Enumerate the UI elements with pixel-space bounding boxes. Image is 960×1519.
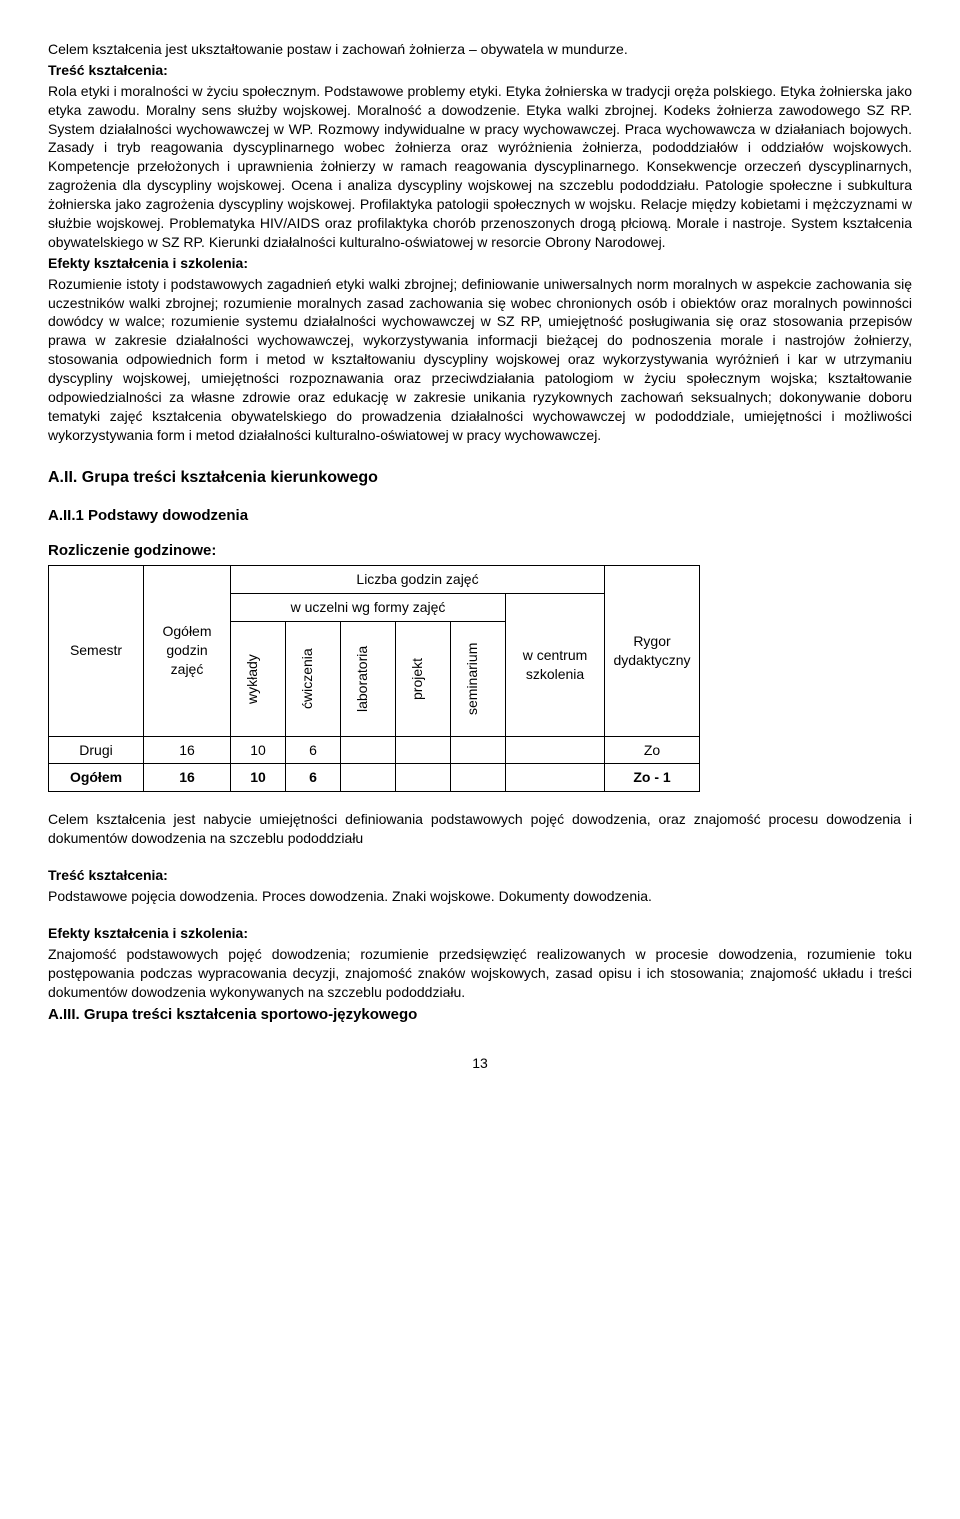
rozliczenie-label: Rozliczenie godzinowe:: [48, 541, 912, 561]
th-seminarium: seminarium: [459, 626, 486, 732]
heading-aii1: A.II.1 Podstawy dowodzenia: [48, 506, 912, 526]
cell: [506, 764, 605, 792]
cell: [341, 764, 396, 792]
intro-paragraph: Celem kształcenia jest ukształtowanie po…: [48, 40, 912, 59]
cell: 10: [231, 736, 286, 764]
th-projekt: projekt: [404, 626, 431, 732]
cell: 6: [286, 736, 341, 764]
cell: [396, 764, 451, 792]
th-rygor: Rygor dydaktyczny: [605, 565, 700, 736]
table-row: Ogółem 16 10 6 Zo - 1: [49, 764, 700, 792]
tresc-label: Treść kształcenia:: [48, 61, 912, 80]
efekty-body-2: Znajomość podstawowych pojęć dowodzenia;…: [48, 945, 912, 1002]
cell: Zo: [605, 736, 700, 764]
hours-table: Semestr Ogółem godzin zajęć Liczba godzi…: [48, 565, 700, 793]
th-wyklady: wykłady: [239, 626, 266, 732]
th-semestr: Semestr: [49, 565, 144, 736]
efekty-label-1: Efekty kształcenia i szkolenia:: [48, 254, 912, 273]
th-liczba: Liczba godzin zajęć: [231, 565, 605, 593]
cell: [506, 736, 605, 764]
efekty-body-1: Rozumienie istoty i podstawowych zagadni…: [48, 275, 912, 445]
cell: 10: [231, 764, 286, 792]
th-uczelni: w uczelni wg formy zajęć: [231, 593, 506, 621]
tresc-body: Rola etyki i moralności w życiu społeczn…: [48, 82, 912, 252]
cell: [341, 736, 396, 764]
tresc-label-2: Treść kształcenia:: [48, 866, 912, 885]
cel-paragraph: Celem kształcenia jest nabycie umiejętno…: [48, 810, 912, 848]
table-row: Semestr Ogółem godzin zajęć Liczba godzi…: [49, 565, 700, 593]
th-centrum: w centrum szkolenia: [506, 593, 605, 736]
tresc-body-2: Podstawowe pojęcia dowodzenia. Proces do…: [48, 887, 912, 906]
cell: Zo - 1: [605, 764, 700, 792]
cell: 16: [144, 764, 231, 792]
cell: [451, 764, 506, 792]
cell: Ogółem: [49, 764, 144, 792]
th-laboratoria: laboratoria: [349, 626, 376, 732]
heading-aii: A.II. Grupa treści kształcenia kierunkow…: [48, 467, 912, 489]
cell: [396, 736, 451, 764]
page-number: 13: [48, 1054, 912, 1073]
th-ogolem: Ogółem godzin zajęć: [144, 565, 231, 736]
th-cwiczenia: ćwiczenia: [294, 626, 321, 732]
cell: [451, 736, 506, 764]
table-row: Drugi 16 10 6 Zo: [49, 736, 700, 764]
cell: 6: [286, 764, 341, 792]
heading-aiii: A.III. Grupa treści kształcenia sportowo…: [48, 1005, 912, 1025]
cell: 16: [144, 736, 231, 764]
efekty-label-2: Efekty kształcenia i szkolenia:: [48, 924, 912, 943]
cell: Drugi: [49, 736, 144, 764]
